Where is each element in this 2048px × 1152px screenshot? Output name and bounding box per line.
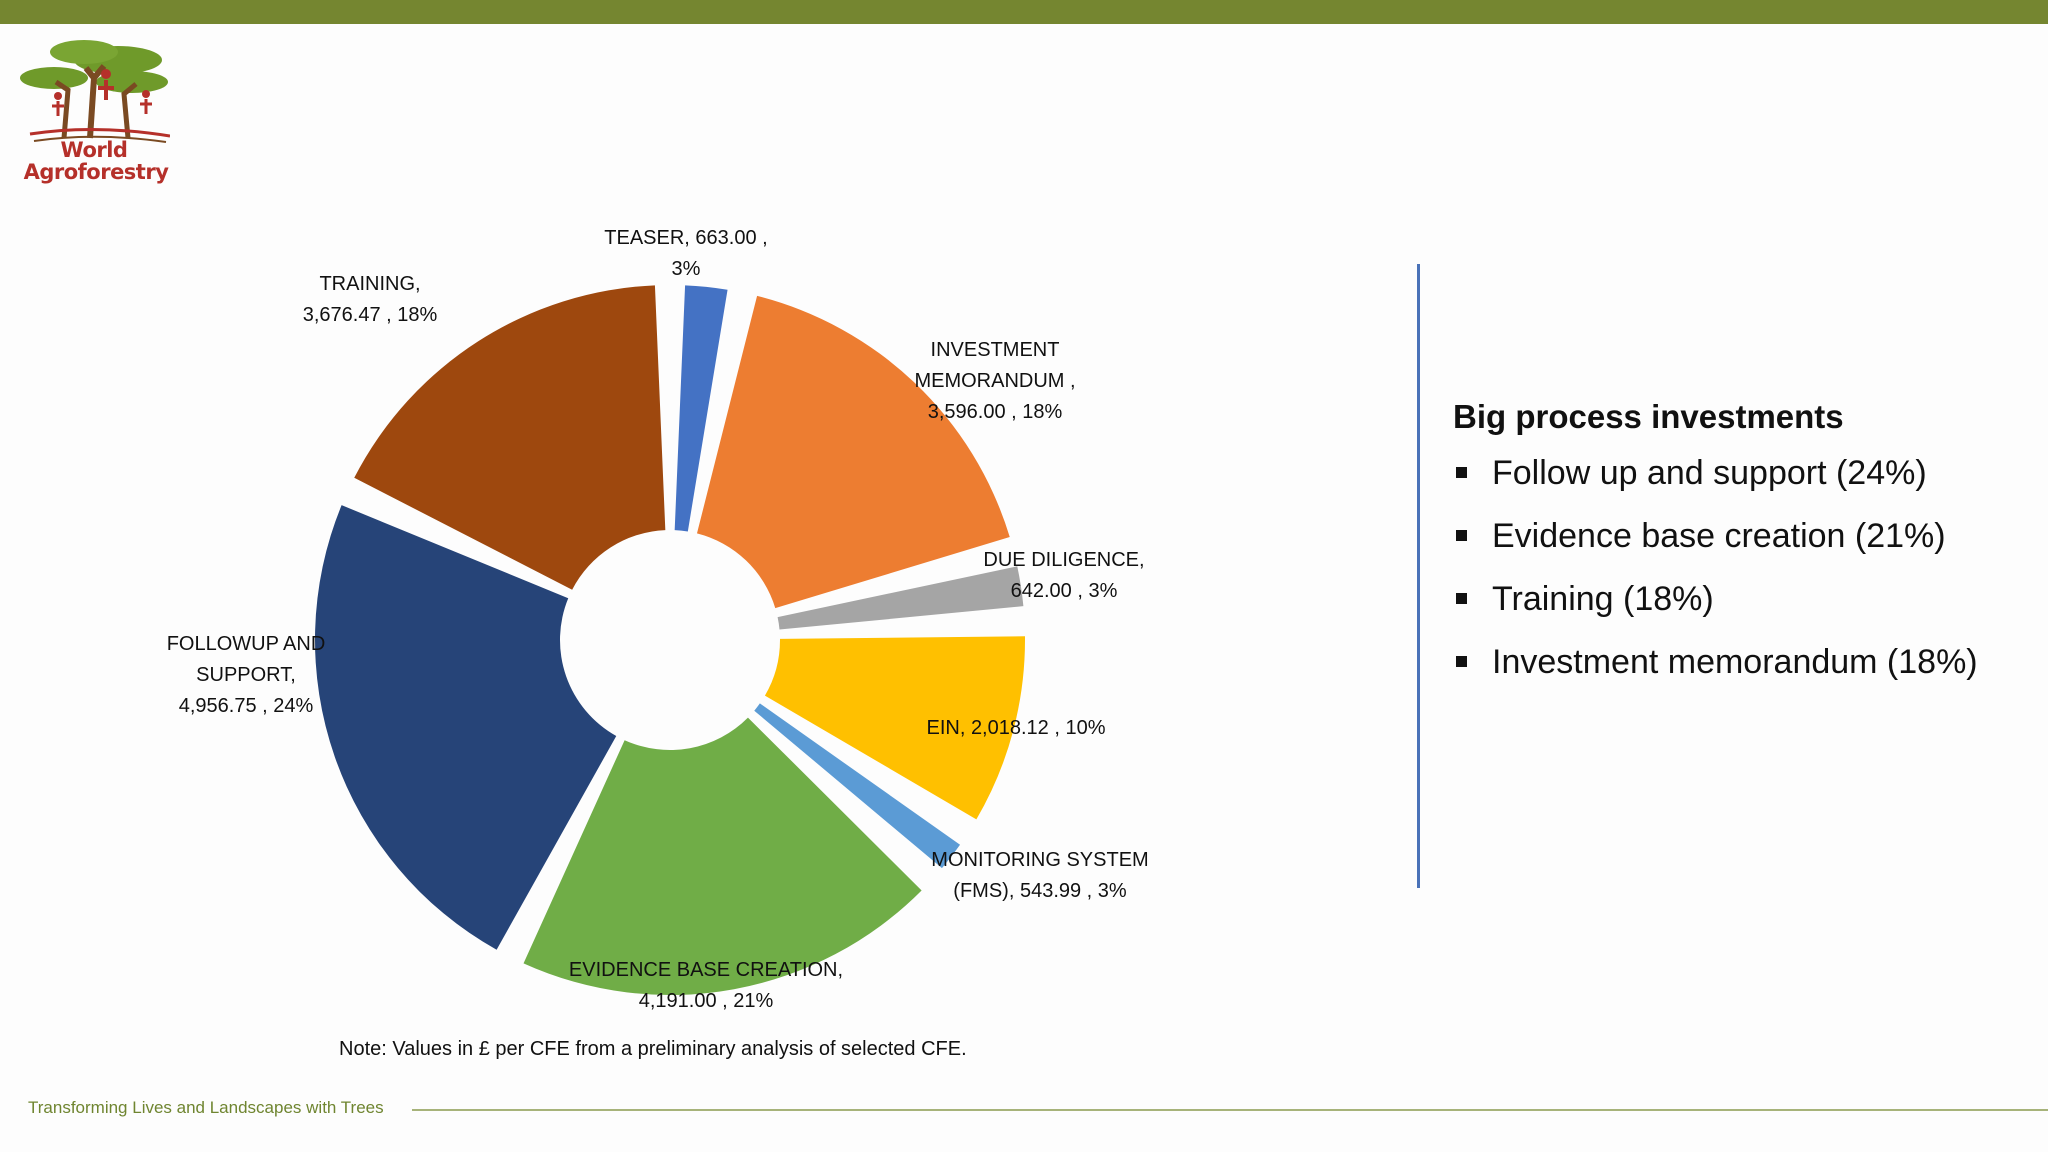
slice-data-label: TRAINING, 3,676.47 , 18% [303, 273, 438, 326]
slice-data-label: TEASER, 663.00 , 3% [604, 227, 767, 280]
pie-slice-evidence-base-creation [523, 717, 922, 995]
square-bullet-icon [1456, 593, 1467, 604]
square-bullet-icon [1456, 656, 1467, 667]
chart-note: Note: Values in £ per CFE from a prelimi… [339, 1038, 967, 1060]
pie-slice-ein [764, 636, 1025, 820]
world-agroforestry-logo: World Agroforestry [20, 38, 170, 188]
summary-panel: Big process investments Follow up and su… [1453, 398, 2013, 704]
pie-chart: TEASER, 663.00 , 3% INVESTMENT MEMORANDUM ,… [167, 227, 1149, 1012]
tree-logo-icon [20, 40, 170, 143]
investment-bullet-list: Follow up and support (24%) Evidence bas… [1453, 452, 2013, 683]
bullet-item: Evidence base creation (21%) [1453, 515, 2013, 557]
pie-slice-followup-and-support [315, 505, 617, 950]
bullet-item: Investment memorandum (18%) [1453, 641, 2013, 683]
slice-data-label: DUE DILIGENCE, 642.00 , 3% [983, 549, 1144, 602]
bullet-text: Training (18%) [1492, 580, 1714, 618]
bullet-item: Training (18%) [1453, 578, 2013, 620]
footer-rule [412, 1109, 2048, 1111]
bullet-item: Follow up and support (24%) [1453, 452, 2013, 494]
square-bullet-icon [1456, 530, 1467, 541]
slice-data-label: EVIDENCE BASE CREATION, 4,191.00 , 21% [569, 959, 843, 1012]
bullet-text: Investment memorandum (18%) [1492, 643, 1978, 681]
bullet-text: Follow up and support (24%) [1492, 454, 1927, 492]
bullet-text: Evidence base creation (21%) [1492, 517, 1946, 555]
footer-tagline: Transforming Lives and Landscapes with T… [28, 1098, 384, 1117]
square-bullet-icon [1456, 467, 1467, 478]
pie-slice-investment-memorandum [696, 295, 1010, 609]
logo-text-world: World [60, 138, 128, 162]
logo-text-agroforestry: Agroforestry [23, 160, 169, 184]
slice-data-label: EIN, 2,018.12 , 10% [926, 717, 1105, 739]
slice-data-label: FOLLOWUP AND SUPPORT, 4,956.75 , 24% [167, 633, 326, 717]
pie-slice-teaser [674, 285, 728, 532]
slice-data-label: INVESTMENT MEMORANDUM , 3,596.00 , 18% [914, 339, 1075, 423]
panel-title: Big process investments [1453, 398, 1844, 435]
pie-slice-training [354, 285, 666, 590]
slice-data-label: MONITORING SYSTEM (FMS), 543.99 , 3% [931, 849, 1148, 902]
top-color-bar [0, 0, 2048, 24]
pie-slice-due-diligence [777, 566, 1024, 630]
vertical-divider [1417, 264, 1420, 888]
pie-slice-monitoring-system-fms [754, 703, 961, 869]
